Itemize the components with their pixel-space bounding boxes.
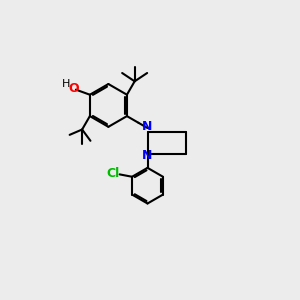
- Text: N: N: [142, 120, 153, 133]
- Text: N: N: [142, 148, 152, 162]
- Text: O: O: [68, 82, 79, 94]
- Text: H: H: [62, 79, 70, 89]
- Text: Cl: Cl: [106, 167, 120, 180]
